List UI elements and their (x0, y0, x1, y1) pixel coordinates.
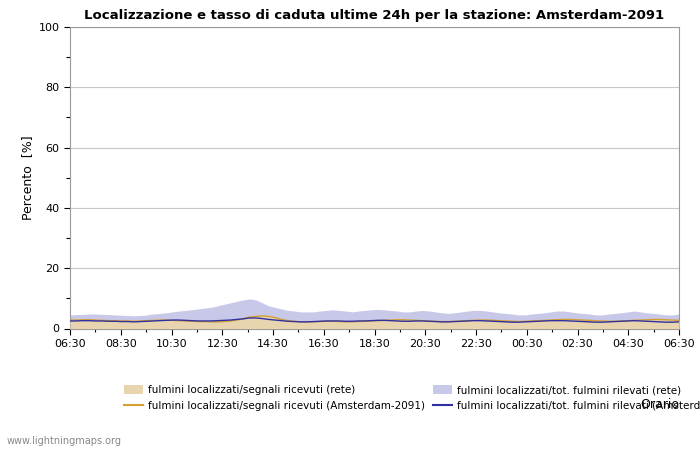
Text: Orario: Orario (640, 398, 679, 411)
Title: Localizzazione e tasso di caduta ultime 24h per la stazione: Amsterdam-2091: Localizzazione e tasso di caduta ultime … (85, 9, 664, 22)
Legend: fulmini localizzati/segnali ricevuti (rete), fulmini localizzati/segnali ricevut: fulmini localizzati/segnali ricevuti (re… (124, 385, 700, 411)
Text: www.lightningmaps.org: www.lightningmaps.org (7, 436, 122, 446)
Y-axis label: Percento  [%]: Percento [%] (22, 135, 34, 220)
